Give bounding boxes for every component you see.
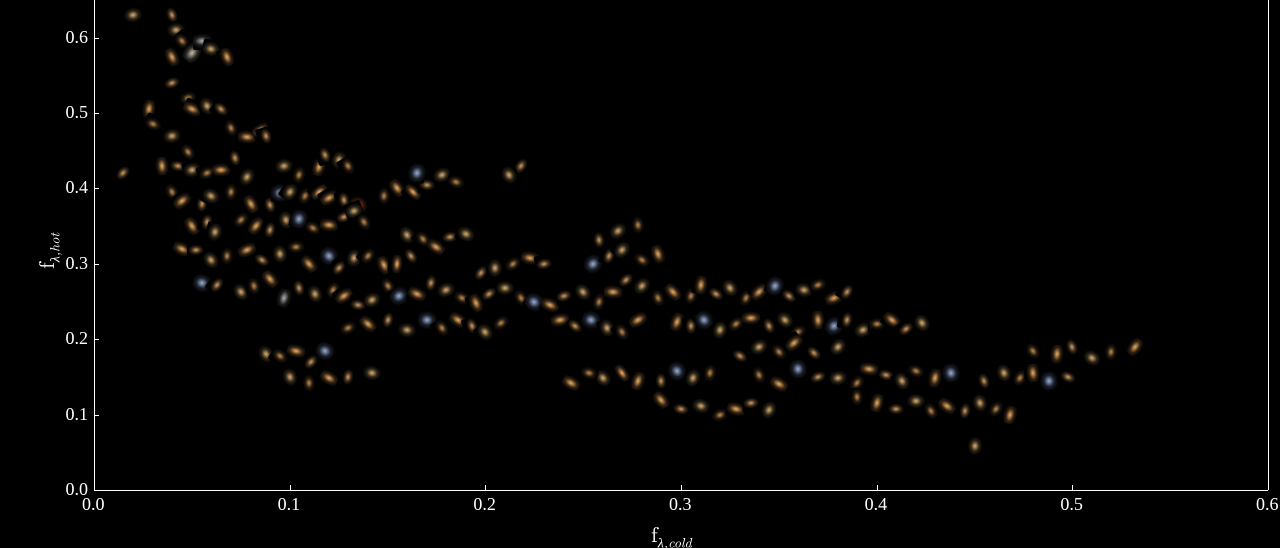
y-tick-mark	[94, 113, 99, 114]
y-tick-mark	[94, 188, 99, 189]
galaxy-thumb	[361, 363, 382, 384]
galaxy-thumb	[606, 219, 631, 244]
galaxy-thumb	[767, 372, 792, 397]
galaxy-thumb	[887, 399, 906, 418]
galaxy-thumb	[689, 394, 712, 417]
y-tick-mark	[94, 38, 99, 39]
x-axis-line	[94, 490, 1268, 491]
x-tick-mark	[290, 485, 291, 490]
galaxy-thumb	[700, 363, 721, 384]
x-tick-mark	[485, 485, 486, 490]
galaxy-thumb	[825, 334, 850, 359]
galaxy-thumb	[1021, 338, 1046, 363]
galaxy-thumb	[1057, 365, 1081, 389]
x-axis-label: fλ,cold	[651, 518, 692, 548]
x-tick-label: 0.5	[1060, 494, 1083, 515]
y-tick-mark	[94, 490, 99, 491]
galaxy-thumb	[1122, 334, 1147, 359]
galaxy-thumb	[757, 398, 781, 422]
galaxy-thumb	[286, 238, 305, 257]
galaxy-thumb	[376, 309, 398, 331]
x-tick-mark	[1268, 485, 1269, 490]
galaxy-thumb	[848, 388, 867, 407]
galaxy-thumb	[866, 392, 888, 414]
y-tick-mark	[94, 415, 99, 416]
x-tick-mark	[1072, 485, 1073, 490]
y-axis-label: fλ,hot	[30, 233, 64, 269]
galaxy-thumb	[204, 221, 226, 243]
galaxy-thumb	[788, 359, 809, 380]
galaxy-thumb	[162, 125, 183, 146]
galaxy-thumb	[397, 320, 417, 340]
galaxy-thumb	[123, 5, 144, 26]
galaxy-thumb	[533, 253, 554, 274]
galaxy-thumb	[999, 404, 1021, 426]
x-tick-label: 0.6	[1256, 494, 1279, 515]
galaxy-thumb	[300, 374, 319, 393]
galaxy-thumb	[255, 124, 277, 146]
x-tick-label: 0.1	[278, 494, 301, 515]
galaxy-thumb	[649, 387, 674, 412]
y-tick-label: 0.5	[66, 102, 89, 123]
y-tick-mark	[94, 339, 99, 340]
galaxy-thumb	[445, 171, 467, 193]
galaxy-thumb	[218, 247, 237, 266]
y-axis-line	[94, 0, 95, 490]
y-tick-label: 0.1	[66, 404, 89, 425]
galaxy-thumb	[111, 161, 136, 186]
x-tick-mark	[681, 485, 682, 490]
galaxy-thumb	[589, 230, 609, 250]
galaxy-thumb	[338, 366, 359, 387]
galaxy-thumb	[336, 316, 360, 340]
x-tick-label: 0.4	[865, 494, 888, 515]
y-tick-label: 0.2	[66, 328, 89, 349]
y-tick-mark	[94, 264, 99, 265]
y-tick-label: 0.6	[66, 27, 89, 48]
right-axis-line	[1268, 0, 1269, 490]
x-tick-label: 0.3	[669, 494, 692, 515]
galaxy-thumb	[965, 437, 984, 456]
galaxy-thumb	[1101, 342, 1121, 362]
galaxy-thumb	[670, 398, 691, 419]
x-tick-mark	[877, 485, 878, 490]
y-tick-label: 0.0	[66, 479, 89, 500]
galaxy-thumb	[278, 365, 301, 388]
y-tick-label: 0.3	[66, 253, 89, 274]
x-tick-label: 0.2	[473, 494, 496, 515]
galaxy-thumb	[940, 362, 961, 383]
galaxy-thumb	[628, 214, 648, 234]
scatter-chart: 0.00.10.20.30.40.50.60.00.10.20.30.40.50…	[0, 0, 1280, 548]
y-tick-label: 0.4	[66, 177, 89, 198]
galaxy-thumb	[973, 369, 996, 392]
galaxy-thumb	[806, 365, 829, 388]
galaxy-thumb	[221, 182, 241, 202]
